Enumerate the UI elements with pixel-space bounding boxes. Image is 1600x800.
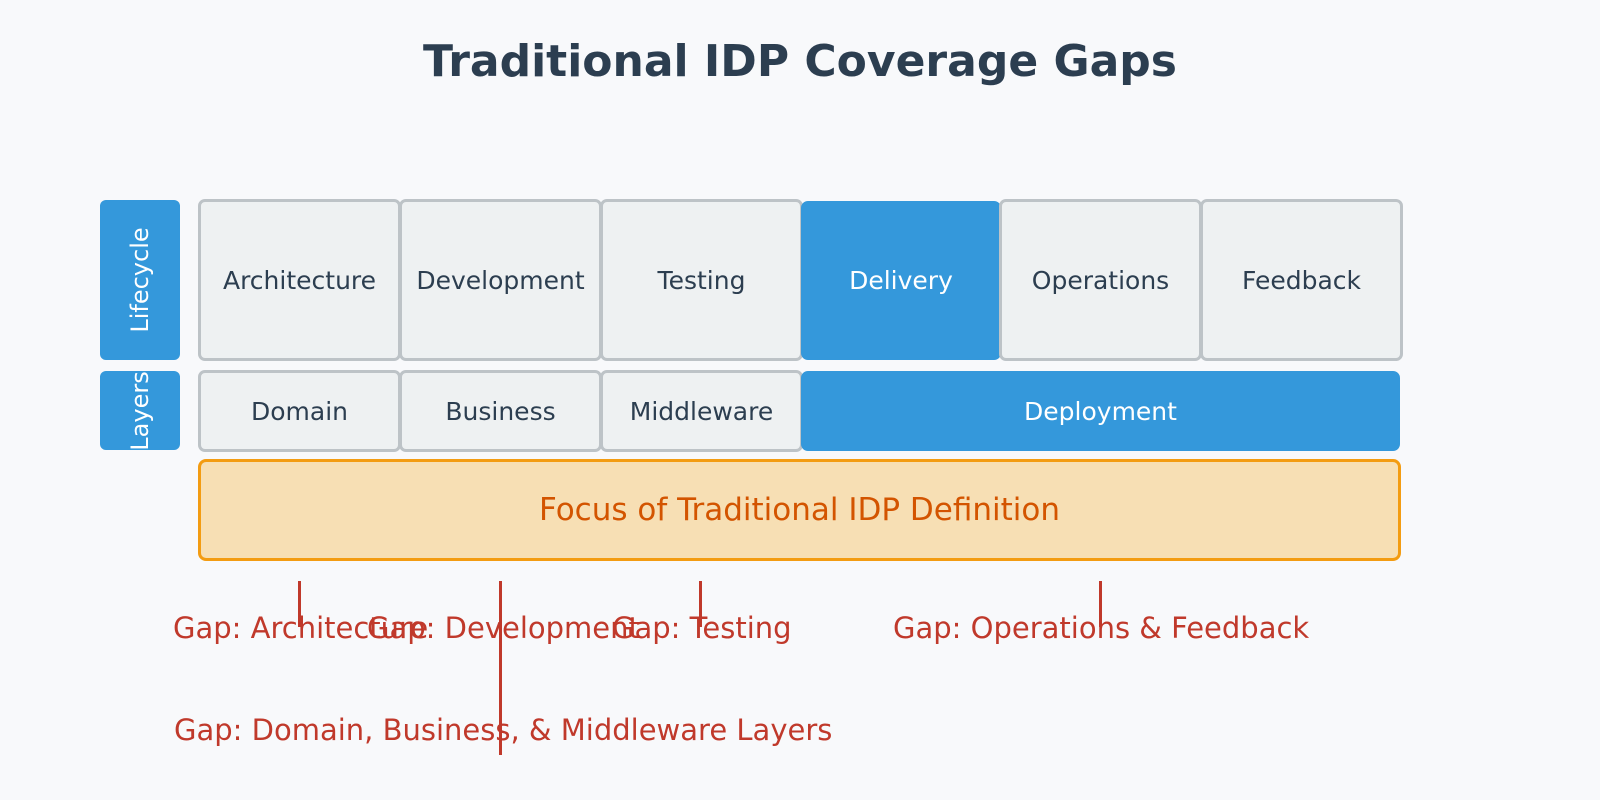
lifecycle-label-text: Lifecycle (126, 227, 154, 333)
gap-development-label: Gap: Development (367, 611, 640, 645)
stage-feedback: Feedback (1200, 199, 1403, 361)
gap-operations-feedback-label: Gap: Operations & Feedback (893, 611, 1310, 645)
stage-development: Development (399, 199, 602, 361)
gap-architecture-label: Gap: Architecture (173, 611, 429, 645)
layer-domain-label: Domain (250, 396, 348, 426)
layer-middleware-label: Middleware (629, 396, 774, 426)
stage-development-label: Development (416, 265, 585, 295)
stage-architecture-label: Architecture (222, 265, 377, 295)
layer-deployment-label: Deployment (1024, 396, 1177, 426)
stage-testing: Testing (600, 199, 803, 361)
layer-business: Business (399, 370, 602, 452)
gap-testing-line (699, 581, 702, 627)
layer-middleware: Middleware (600, 370, 803, 452)
stage-delivery: Delivery (801, 201, 1001, 360)
layers-label-text: Layers (126, 370, 154, 451)
lifecycle-row-label: Lifecycle (100, 200, 180, 360)
stage-architecture: Architecture (198, 199, 401, 361)
traditional-idp-focus-box: Focus of Traditional IDP Definition (198, 459, 1401, 561)
gap-layers-line (499, 581, 502, 755)
stage-operations: Operations (999, 199, 1202, 361)
gap-operations-feedback-line (1099, 581, 1102, 627)
gap-testing-label: Gap: Testing (612, 611, 792, 645)
gap-layers-label: Gap: Domain, Business, & Middleware Laye… (174, 713, 833, 747)
focus-label: Focus of Traditional IDP Definition (538, 492, 1061, 528)
diagram-title: Traditional IDP Coverage Gaps (423, 36, 1177, 87)
layer-business-label: Business (445, 396, 556, 426)
stage-feedback-label: Feedback (1241, 265, 1362, 295)
stage-operations-label: Operations (1031, 265, 1170, 295)
layers-row-label: Layers (100, 371, 180, 450)
layer-domain: Domain (198, 370, 401, 452)
stage-delivery-label: Delivery (849, 266, 953, 295)
layer-deployment: Deployment (801, 371, 1400, 451)
gap-architecture-line (298, 581, 301, 627)
stage-testing-label: Testing (657, 265, 746, 295)
